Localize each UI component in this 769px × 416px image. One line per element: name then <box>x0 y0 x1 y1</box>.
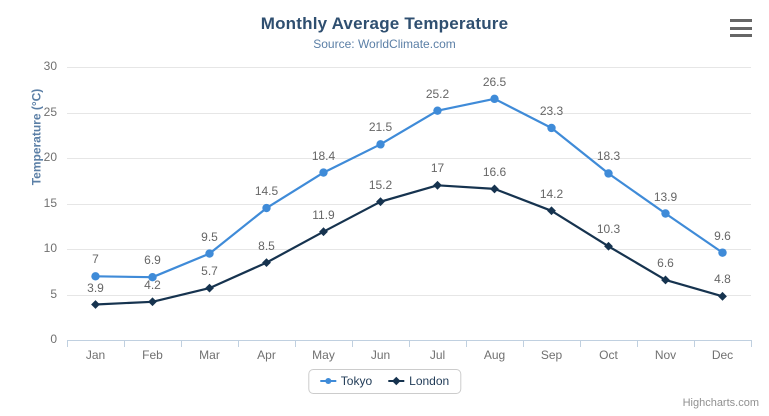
gridline <box>67 203 751 205</box>
x-axis-tick-label-may: May <box>312 348 335 362</box>
x-axis-tick-label-jun: Jun <box>370 348 391 362</box>
y-axis-tick-label: 0 <box>50 332 57 346</box>
x-axis-tick <box>694 341 695 347</box>
x-axis-tick <box>580 341 581 347</box>
x-axis-tick-label-feb: Feb <box>142 348 163 362</box>
data-label-tokyo-dec: 9.6 <box>714 228 731 243</box>
data-label-london-feb: 4.2 <box>144 277 161 292</box>
data-label-tokyo-nov: 13.9 <box>653 189 678 204</box>
gridline <box>67 294 751 296</box>
data-label-london-aug: 16.6 <box>482 164 507 179</box>
x-axis-tick-label-nov: Nov <box>654 348 677 362</box>
tokyo-marker-icon <box>319 376 336 386</box>
x-axis-tick-label-mar: Mar <box>199 348 220 362</box>
y-axis-tick-label: 5 <box>50 286 57 301</box>
legend-label-london: London <box>409 374 450 388</box>
data-label-tokyo-jun: 21.5 <box>368 120 393 135</box>
data-label-london-jan: 3.9 <box>87 280 104 295</box>
gridline <box>67 249 751 250</box>
legend-item-london[interactable]: London <box>388 374 449 388</box>
y-axis-tick-label: 10 <box>43 241 57 255</box>
data-label-london-sep: 14.2 <box>539 186 564 201</box>
x-axis-tick <box>637 341 638 347</box>
data-label-tokyo-mar: 9.5 <box>201 229 218 244</box>
data-label-tokyo-feb: 6.9 <box>144 253 161 268</box>
data-label-tokyo-jul: 25.2 <box>425 86 450 101</box>
x-axis-tick-label-aug: Aug <box>483 348 506 362</box>
data-label-london-nov: 6.6 <box>657 255 674 270</box>
hamburger-bar-3 <box>730 34 752 37</box>
plot-area <box>67 67 751 340</box>
data-label-tokyo-oct: 18.3 <box>596 149 621 164</box>
x-axis-tick <box>67 341 68 347</box>
x-axis-tick <box>409 341 410 347</box>
y-axis-tick-label: 20 <box>43 150 57 164</box>
data-label-tokyo-apr: 14.5 <box>254 184 279 199</box>
hamburger-menu-icon[interactable] <box>730 19 752 37</box>
x-axis-tick <box>295 341 296 347</box>
data-label-tokyo-aug: 26.5 <box>482 74 507 89</box>
data-label-london-may: 11.9 <box>312 207 335 222</box>
y-axis-title: Temperature (°C) <box>29 88 44 186</box>
x-axis-tick <box>124 341 125 347</box>
data-label-tokyo-jan: 7 <box>92 252 99 267</box>
gridline <box>67 158 751 159</box>
gridline <box>67 67 751 68</box>
x-axis-tick <box>238 341 239 347</box>
data-label-tokyo-sep: 23.3 <box>539 103 564 118</box>
y-axis-tick-label: 25 <box>43 104 57 119</box>
data-label-tokyo-may: 18.4 <box>311 148 336 163</box>
x-axis-tick-label-oct: Oct <box>599 348 618 362</box>
x-axis-line <box>67 340 752 341</box>
x-axis-tick <box>466 341 467 347</box>
data-label-london-apr: 8.5 <box>258 238 275 253</box>
x-axis-tick <box>352 341 353 347</box>
london-marker-icon <box>388 376 405 386</box>
data-label-london-dec: 4.8 <box>714 272 731 287</box>
chart-legend: Tokyo London <box>307 369 462 394</box>
hamburger-bar-1 <box>730 19 752 22</box>
x-axis-tick <box>751 341 752 347</box>
y-axis-tick-label: 30 <box>43 59 57 73</box>
chart-title: Monthly Average Temperature <box>260 14 509 33</box>
data-label-london-mar: 5.7 <box>201 264 218 279</box>
gridline <box>67 112 751 114</box>
data-label-london-jun: 15.2 <box>368 177 393 192</box>
x-axis-tick-label-dec: Dec <box>711 348 734 362</box>
data-label-london-jul: 17 <box>430 161 445 176</box>
legend-item-tokyo[interactable]: Tokyo <box>319 374 373 388</box>
x-axis-tick <box>181 341 182 347</box>
x-axis-tick <box>523 341 524 347</box>
x-axis-tick-label-sep: Sep <box>540 348 563 362</box>
x-axis-tick-label-apr: Apr <box>257 348 276 362</box>
data-label-london-oct: 10.3 <box>596 222 621 237</box>
chart-subtitle: Source: WorldClimate.com <box>313 37 456 51</box>
x-axis-tick-label-jan: Jan <box>85 348 106 362</box>
legend-label-tokyo: Tokyo <box>340 374 373 388</box>
credits-link[interactable]: Highcharts.com <box>682 397 759 409</box>
x-axis-tick-label-jul: Jul <box>429 348 446 362</box>
hamburger-bar-2 <box>730 26 752 30</box>
y-axis-tick-label: 15 <box>43 195 57 210</box>
